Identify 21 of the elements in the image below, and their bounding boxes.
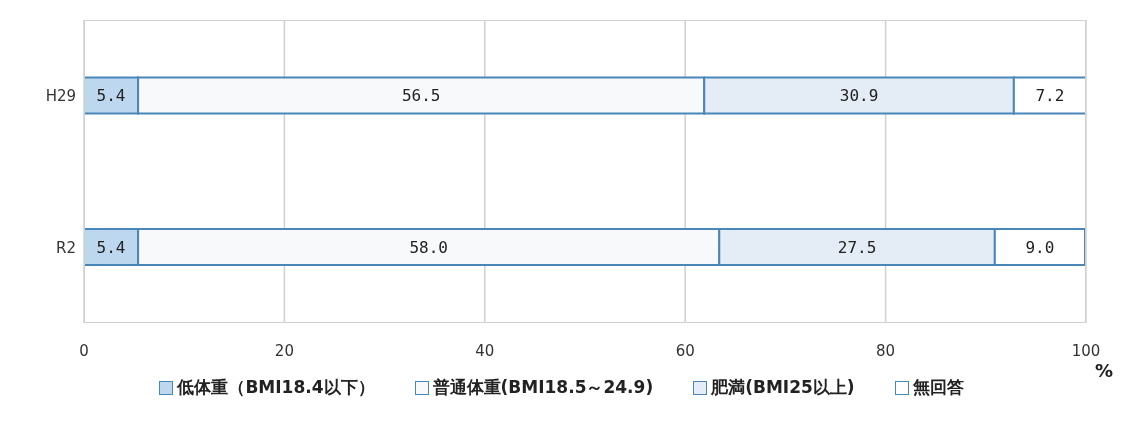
data-label: 27.5: [837, 237, 877, 257]
x-tick-label: 100: [1071, 341, 1101, 360]
data-label: 9.0: [1025, 237, 1055, 257]
y-tick-label: R2: [56, 238, 76, 257]
data-label: 5.4: [96, 237, 126, 257]
legend-label: 無回答: [911, 376, 964, 399]
data-label: 56.5: [401, 86, 441, 106]
x-tick-label: 20: [274, 341, 294, 360]
data-label: 7.2: [1035, 86, 1065, 106]
data-label: 30.9: [839, 86, 879, 106]
x-axis-title: %: [1094, 360, 1113, 381]
data-label: 58.0: [409, 237, 448, 257]
legend-label: 肥満(BMI25以上): [710, 376, 855, 399]
legend-label: 普通体重(BMI18.5～24.9): [431, 376, 654, 399]
legend-label: 低体重（BMI18.4以下）: [176, 376, 375, 399]
y-tick-label: H29: [45, 87, 76, 106]
data-label: 5.4: [96, 86, 126, 106]
x-tick-label: 80: [876, 341, 896, 360]
x-tick-label: 40: [475, 341, 495, 360]
x-tick-label: 0: [79, 341, 89, 360]
x-tick-label: 60: [675, 341, 695, 360]
